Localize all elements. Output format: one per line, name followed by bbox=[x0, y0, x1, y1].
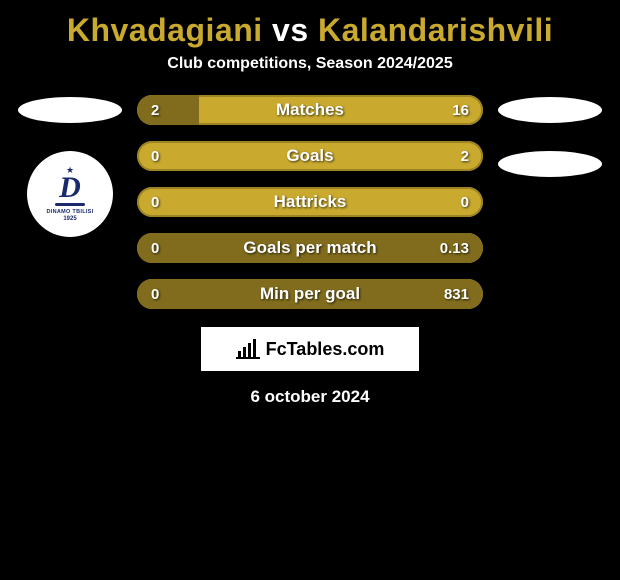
stat-right-value: 16 bbox=[452, 95, 469, 125]
title-left: Khvadagiani bbox=[67, 12, 263, 48]
stat-row: 2Matches16 bbox=[137, 95, 483, 125]
stat-row: 0Goals per match0.13 bbox=[137, 233, 483, 263]
stat-label: Goals bbox=[137, 141, 483, 171]
stat-label: Min per goal bbox=[137, 279, 483, 309]
infographic-root: Khvadagiani vs Kalandarishvili Club comp… bbox=[0, 0, 620, 407]
stat-row: 0Hattricks0 bbox=[137, 187, 483, 217]
content-row: ★ D DINAMO TBILISI 1925 2Matches160Goals… bbox=[0, 95, 620, 309]
stat-label: Goals per match bbox=[137, 233, 483, 263]
club-name: DINAMO TBILISI bbox=[47, 209, 94, 215]
page-title: Khvadagiani vs Kalandarishvili bbox=[0, 0, 620, 55]
stat-right-value: 2 bbox=[461, 141, 469, 171]
stat-label: Matches bbox=[137, 95, 483, 125]
brand-box: FcTables.com bbox=[201, 327, 419, 371]
right-club-placeholder bbox=[498, 151, 602, 177]
stats-bars: 2Matches160Goals20Hattricks00Goals per m… bbox=[137, 95, 483, 309]
bar-chart-icon bbox=[236, 339, 260, 359]
title-vs: vs bbox=[263, 12, 318, 48]
stat-label: Hattricks bbox=[137, 187, 483, 217]
title-right: Kalandarishvili bbox=[318, 12, 553, 48]
left-club-badge: ★ D DINAMO TBILISI 1925 bbox=[27, 151, 113, 237]
stat-row: 0Goals2 bbox=[137, 141, 483, 171]
subtitle: Club competitions, Season 2024/2025 bbox=[0, 55, 620, 95]
left-column: ★ D DINAMO TBILISI 1925 bbox=[15, 95, 125, 237]
date-text: 6 october 2024 bbox=[0, 387, 620, 407]
right-player-placeholder bbox=[498, 97, 602, 123]
club-letter: D bbox=[59, 176, 81, 200]
stat-row: 0Min per goal831 bbox=[137, 279, 483, 309]
club-badge-inner: ★ D DINAMO TBILISI 1925 bbox=[47, 166, 94, 222]
stat-right-value: 0 bbox=[461, 187, 469, 217]
stat-right-value: 0.13 bbox=[440, 233, 469, 263]
right-column bbox=[495, 95, 605, 177]
stat-right-value: 831 bbox=[444, 279, 469, 309]
brand-text: FcTables.com bbox=[266, 339, 385, 360]
left-player-placeholder bbox=[18, 97, 122, 123]
club-year: 1925 bbox=[63, 216, 76, 222]
